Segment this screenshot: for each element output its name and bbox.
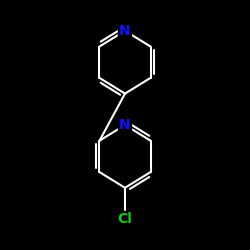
Text: N: N	[119, 24, 131, 38]
Text: N: N	[119, 118, 131, 132]
Text: Cl: Cl	[118, 212, 132, 226]
